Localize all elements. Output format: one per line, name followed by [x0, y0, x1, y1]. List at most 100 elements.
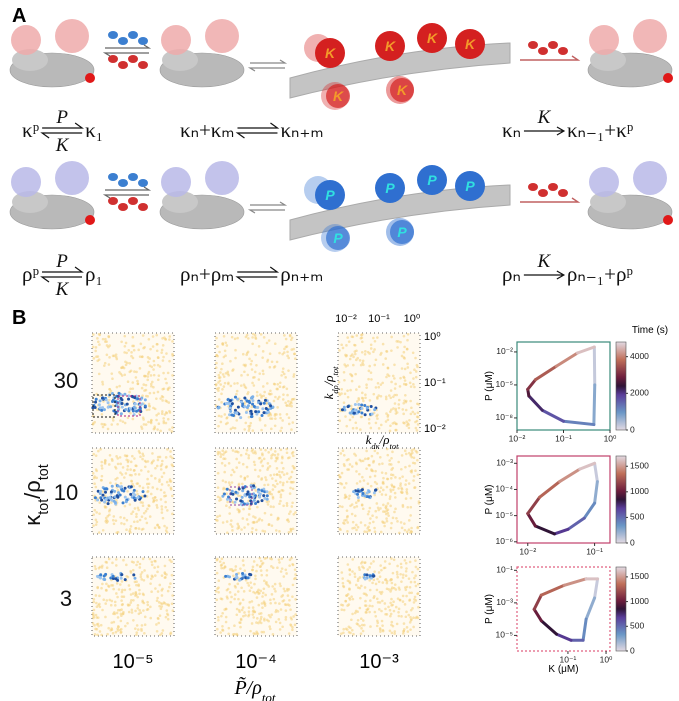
- background-point: [278, 385, 282, 389]
- background-point: [218, 560, 222, 563]
- background-point: [140, 515, 144, 518]
- oscillating-point: [236, 405, 240, 409]
- background-point: [280, 374, 283, 377]
- background-point: [277, 558, 281, 561]
- background-point: [360, 340, 364, 344]
- background-point: [136, 382, 140, 385]
- background-point: [358, 458, 362, 462]
- text-part: P̃/ρ: [233, 676, 261, 699]
- background-point: [351, 526, 354, 530]
- background-point: [153, 574, 157, 577]
- background-point: [98, 594, 101, 598]
- background-point: [131, 344, 134, 348]
- background-point: [390, 586, 394, 590]
- background-point: [135, 512, 138, 516]
- background-point: [281, 367, 285, 370]
- background-point: [408, 560, 412, 564]
- background-point: [403, 603, 407, 606]
- background-point: [412, 625, 415, 629]
- background-point: [353, 343, 356, 347]
- background-point: [365, 383, 368, 387]
- oscillating-point: [238, 578, 242, 582]
- background-point: [388, 497, 392, 501]
- oscillating-point: [252, 405, 256, 409]
- background-point: [290, 617, 293, 621]
- background-point: [342, 401, 346, 405]
- background-point: [403, 528, 407, 532]
- bound-enzyme: [390, 78, 414, 102]
- background-point: [247, 513, 251, 516]
- background-point: [273, 587, 276, 591]
- background-point: [348, 573, 352, 576]
- oscillating-point: [353, 402, 357, 406]
- background-point: [385, 519, 389, 523]
- background-point: [402, 401, 406, 405]
- background-point: [407, 482, 411, 485]
- oscillating-point: [127, 394, 131, 398]
- background-point: [392, 395, 395, 399]
- background-point: [286, 350, 289, 354]
- oscillating-point: [249, 484, 253, 488]
- protein-lobe: [55, 161, 89, 195]
- background-point: [244, 335, 248, 339]
- background-point: [406, 338, 409, 342]
- background-point: [244, 452, 248, 456]
- background-point: [92, 597, 96, 601]
- background-point: [252, 451, 255, 455]
- trajectory-segment: [593, 461, 599, 484]
- background-point: [384, 612, 387, 616]
- background-point: [254, 528, 258, 532]
- background-point: [160, 594, 164, 597]
- background-point: [233, 632, 236, 636]
- oscillating-point: [123, 578, 127, 582]
- background-point: [416, 592, 419, 596]
- background-point: [123, 373, 127, 377]
- background-point: [156, 390, 160, 394]
- background-point: [93, 633, 97, 636]
- background-point: [382, 476, 385, 480]
- background-point: [400, 454, 404, 457]
- background-point: [341, 449, 345, 453]
- background-point: [250, 405, 254, 409]
- background-point: [341, 346, 345, 350]
- protein-lobe: [161, 167, 191, 197]
- arrow: [105, 186, 152, 191]
- oscillating-point: [363, 403, 367, 407]
- background-point: [135, 482, 139, 485]
- oscillating-point: [357, 410, 361, 414]
- background-point: [278, 561, 281, 564]
- background-point: [282, 473, 286, 476]
- background-point: [123, 345, 127, 348]
- background-point: [171, 609, 175, 612]
- background-point: [162, 471, 166, 475]
- background-point: [247, 613, 251, 616]
- background-point: [95, 520, 99, 524]
- oscillating-point: [136, 397, 140, 401]
- background-point: [127, 348, 131, 352]
- background-point: [370, 378, 373, 381]
- background-point: [259, 460, 263, 464]
- background-point: [406, 630, 410, 633]
- oscillating-point: [127, 409, 131, 413]
- background-point: [413, 385, 416, 389]
- background-point: [222, 453, 225, 456]
- background-point: [270, 565, 273, 568]
- background-point: [136, 560, 140, 564]
- subscript: dκ: [371, 441, 380, 451]
- background-point: [398, 598, 402, 602]
- background-point: [367, 417, 371, 421]
- background-point: [363, 353, 367, 356]
- background-point: [222, 355, 226, 359]
- rate-label: K: [537, 251, 552, 272]
- background-point: [375, 502, 379, 505]
- background-point: [91, 345, 95, 349]
- background-point: [276, 453, 280, 456]
- background-point: [385, 485, 389, 489]
- background-point: [288, 604, 291, 607]
- background-point: [358, 480, 362, 483]
- background-point: [366, 568, 370, 571]
- enzyme-icon: [118, 203, 128, 211]
- background-point: [107, 557, 111, 561]
- background-point: [368, 475, 372, 479]
- background-point: [291, 562, 294, 566]
